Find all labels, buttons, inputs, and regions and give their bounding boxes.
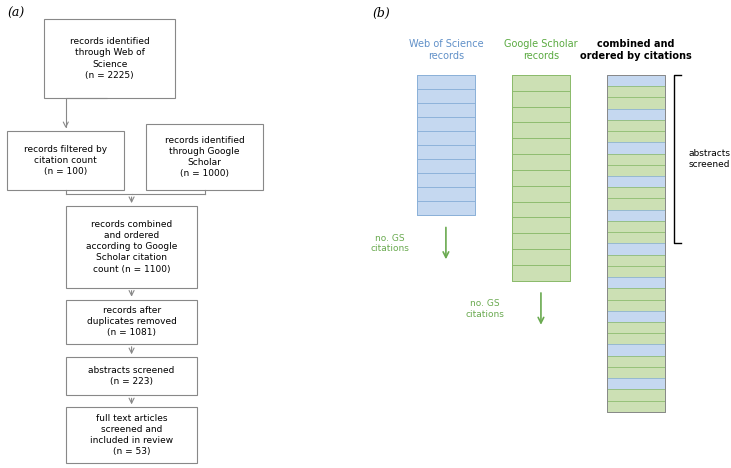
Bar	[607, 154, 665, 165]
Bar	[607, 198, 665, 210]
Bar	[146, 124, 263, 190]
Bar	[607, 255, 665, 266]
Bar	[7, 131, 124, 190]
Text: records identified
through Web of
Science
(n = 2225): records identified through Web of Scienc…	[69, 37, 150, 80]
Bar	[607, 333, 665, 344]
Bar	[512, 75, 570, 91]
Bar	[607, 142, 665, 154]
Text: records filtered by
citation count
(n = 100): records filtered by citation count (n = …	[24, 145, 107, 176]
Bar	[417, 159, 475, 173]
Bar	[512, 91, 570, 107]
Text: abstracts
screened: abstracts screened	[689, 149, 730, 169]
Bar	[417, 187, 475, 201]
Text: records identified
through Google
Scholar
(n = 1000): records identified through Google Schola…	[164, 136, 245, 178]
Bar	[417, 75, 475, 215]
Bar	[512, 170, 570, 186]
Bar	[607, 232, 665, 243]
Bar	[607, 120, 665, 131]
Bar	[512, 265, 570, 281]
Bar	[607, 344, 665, 356]
Bar	[607, 266, 665, 277]
Bar	[66, 206, 197, 288]
Bar	[607, 300, 665, 311]
Text: records after
duplicates removed
(n = 1081): records after duplicates removed (n = 10…	[87, 306, 176, 337]
Bar	[607, 277, 665, 288]
Bar	[66, 357, 197, 395]
Bar	[66, 300, 197, 344]
Bar	[512, 138, 570, 154]
Bar	[417, 117, 475, 131]
Text: (b): (b)	[373, 7, 390, 20]
Bar	[607, 356, 665, 367]
Bar	[512, 154, 570, 170]
Bar	[512, 218, 570, 233]
Bar	[417, 131, 475, 145]
Bar	[417, 89, 475, 103]
Bar	[607, 131, 665, 142]
Bar	[512, 186, 570, 202]
Bar	[607, 221, 665, 232]
Text: (a): (a)	[7, 7, 25, 20]
Text: records combined
and ordered
according to Google
Scholar citation
count (n = 110: records combined and ordered according t…	[86, 220, 177, 274]
Bar	[512, 75, 570, 281]
Bar	[417, 201, 475, 215]
Bar	[607, 243, 665, 255]
Bar	[417, 103, 475, 117]
Bar	[607, 176, 665, 187]
Text: no. GS
citations: no. GS citations	[371, 234, 409, 253]
Text: Google Scholar
records: Google Scholar records	[504, 39, 577, 61]
Bar	[607, 322, 665, 333]
Bar	[607, 378, 665, 389]
Bar	[512, 123, 570, 138]
Bar	[607, 311, 665, 322]
Bar	[607, 401, 665, 412]
Bar	[607, 75, 665, 86]
Bar	[44, 19, 175, 98]
Bar	[607, 75, 665, 412]
Text: no. GS
citations: no. GS citations	[466, 299, 504, 319]
Bar	[607, 389, 665, 401]
Bar	[512, 107, 570, 123]
Bar	[607, 288, 665, 300]
Bar	[607, 109, 665, 120]
Bar	[607, 165, 665, 176]
Text: abstracts screened
(n = 223): abstracts screened (n = 223)	[88, 366, 175, 386]
Bar	[417, 173, 475, 187]
Bar	[607, 187, 665, 198]
Bar	[512, 202, 570, 218]
Bar	[512, 249, 570, 265]
Text: full text articles
screened and
included in review
(n = 53): full text articles screened and included…	[90, 414, 173, 456]
Bar	[66, 407, 197, 463]
Bar	[607, 97, 665, 109]
Bar	[607, 210, 665, 221]
Bar	[607, 86, 665, 97]
Bar	[417, 75, 475, 89]
Text: Web of Science
records: Web of Science records	[409, 39, 483, 61]
Bar	[607, 367, 665, 378]
Bar	[512, 233, 570, 249]
Text: combined and
ordered by citations: combined and ordered by citations	[580, 39, 692, 61]
Bar	[417, 145, 475, 159]
